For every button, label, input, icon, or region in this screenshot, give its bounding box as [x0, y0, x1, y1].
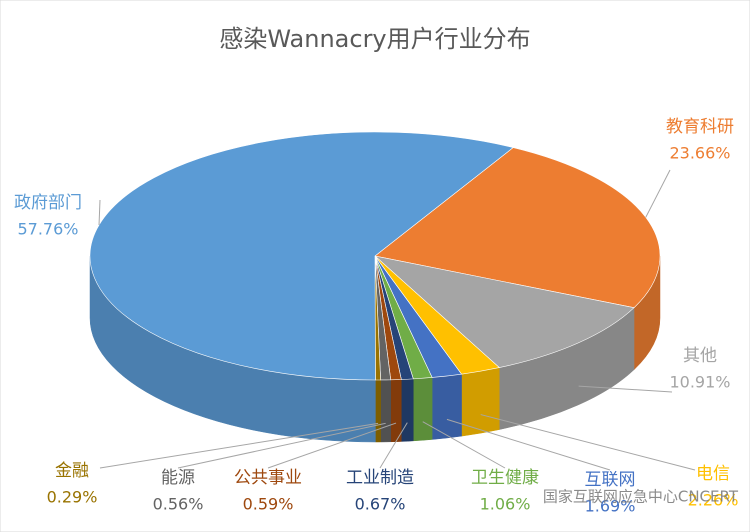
category-label: 公共事业 — [234, 468, 302, 488]
leader-line — [422, 421, 506, 469]
slice — [89, 131, 514, 381]
value-label: 0.29% — [47, 488, 98, 507]
watermark: 国家互联网应急中心CNCERT — [543, 488, 739, 506]
slice-side — [401, 378, 414, 442]
slice-side — [375, 379, 381, 443]
slice-tops — [89, 131, 661, 381]
category-label: 能源 — [161, 468, 195, 488]
category-label: 电信 — [696, 464, 730, 484]
value-label: 0.67% — [355, 495, 406, 514]
category-label: 金融 — [55, 461, 89, 481]
leader-line — [267, 422, 397, 469]
slice-sides — [89, 255, 661, 443]
slice-side — [380, 379, 391, 443]
value-label: 57.76% — [17, 220, 78, 239]
value-label: 2.26% — [688, 491, 739, 510]
labels: 教育科研 23.66% 其他 10.91% 电信 2.26% 互联网 1.69% 卫生健康 1.0… — [14, 117, 738, 516]
value-label: 0.59% — [243, 495, 294, 514]
leader-line — [645, 169, 671, 218]
leader-line — [578, 385, 673, 393]
category-label: 互联网 — [585, 470, 636, 490]
category-label: 教育科研 — [666, 117, 734, 137]
slice-side — [413, 377, 433, 442]
value-label: 0.56% — [153, 495, 204, 514]
leader-line — [98, 199, 101, 226]
value-label: 23.66% — [669, 144, 730, 163]
value-label: 1.06% — [480, 495, 531, 514]
slice — [373, 255, 635, 368]
category-label: 政府部门 — [14, 193, 82, 213]
slice-side — [390, 379, 402, 443]
leader-line — [379, 422, 408, 469]
leader-line — [177, 422, 386, 469]
category-label: 卫生健康 — [471, 468, 539, 488]
category-label: 工业制造 — [346, 468, 414, 488]
leader-line — [480, 414, 696, 471]
leader-line — [446, 418, 611, 471]
category-label: 其他 — [683, 346, 717, 366]
chart-title: 感染Wannacry用户行业分布 — [219, 25, 530, 53]
leader-line — [99, 422, 379, 469]
value-label: 10.91% — [669, 373, 730, 392]
value-label: 1.69% — [585, 497, 636, 516]
slice — [374, 147, 661, 309]
